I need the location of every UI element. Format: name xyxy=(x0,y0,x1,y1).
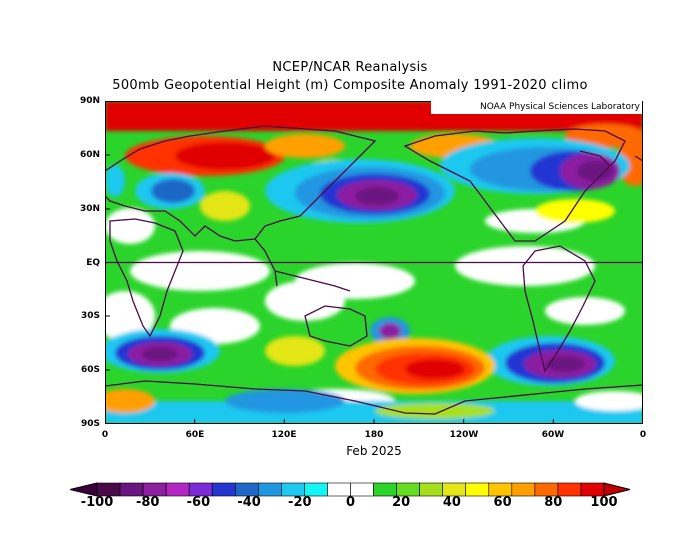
lat-label: 90N xyxy=(79,96,100,106)
x-axis-title: Feb 2025 xyxy=(346,444,402,458)
lat-label: EQ xyxy=(86,258,100,268)
colorbar-tick-label: 60 xyxy=(493,495,512,510)
lon-label: 0 xyxy=(639,430,647,440)
colorbar-tick-label: 20 xyxy=(392,495,411,510)
near-zero-region xyxy=(105,208,155,244)
near-zero-region xyxy=(545,297,625,325)
lat-label: 60N xyxy=(79,150,100,160)
lon-label: 180 xyxy=(364,430,384,440)
near-zero-region xyxy=(105,291,155,341)
colorbar-tick-label: 100 xyxy=(590,495,618,510)
lat-label: 90S xyxy=(80,419,100,429)
colorbar-tick-label: 80 xyxy=(544,495,563,510)
lon-label: 0 xyxy=(101,430,109,440)
lat-label: 60S xyxy=(80,365,100,375)
chart-title-line1: NCEP/NCAR Reanalysis xyxy=(272,60,428,75)
coastlines xyxy=(105,125,643,415)
colorbar-tick-label: 0 xyxy=(345,495,356,510)
lon-label: 120E xyxy=(271,430,297,440)
colorbar-tick-label: -80 xyxy=(135,495,160,510)
lon-label: 60E xyxy=(185,430,205,440)
colorbar-tick-label: 40 xyxy=(442,495,461,510)
colorbar-tick-label: -20 xyxy=(288,495,312,510)
colorbar-tick-label: -40 xyxy=(237,495,261,510)
anomaly-map xyxy=(105,101,643,424)
lat-label: 30S xyxy=(80,311,100,321)
near-zero-region xyxy=(265,281,345,321)
lat-label: 30N xyxy=(79,204,100,214)
colorbar-max-arrow xyxy=(603,482,631,497)
chart-title-line2: 500mb Geopotential Height (m) Composite … xyxy=(112,78,588,93)
colorbar-tick-label: -100 xyxy=(80,495,114,510)
colorbar-tick-label: -60 xyxy=(186,495,211,510)
lon-label: 60W xyxy=(541,430,565,440)
near-zero-region xyxy=(130,251,270,291)
lon-label: 120W xyxy=(449,430,479,440)
near-zero-region xyxy=(455,246,595,286)
credit-label: NOAA Physical Sciences Laboratory xyxy=(431,101,642,114)
